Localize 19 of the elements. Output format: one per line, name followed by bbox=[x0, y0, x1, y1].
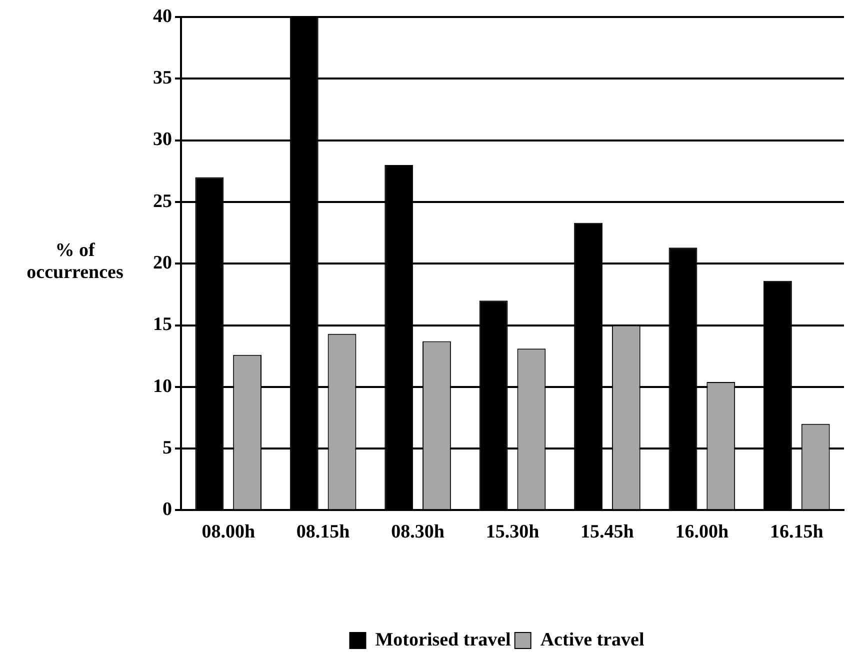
y-tick-label: 20 bbox=[153, 252, 172, 274]
y-tick-label: 25 bbox=[153, 190, 172, 212]
y-tick-label: 40 bbox=[153, 6, 172, 27]
x-tick-label: 15.45h bbox=[580, 522, 634, 543]
y-tick-label: 10 bbox=[153, 376, 172, 397]
y-tick-label: 35 bbox=[153, 68, 172, 89]
y-tick-label: 30 bbox=[153, 129, 172, 150]
x-tick-label: 15.30h bbox=[486, 522, 540, 543]
y-tick-label: 15 bbox=[153, 314, 172, 336]
legend-label: Motorised travel bbox=[375, 629, 511, 650]
x-tick-label: 08.00h bbox=[202, 522, 256, 543]
x-tick-label: 16.15h bbox=[770, 522, 824, 543]
y-axis-title: % of occurrences bbox=[26, 240, 124, 284]
x-tick-label: 16.00h bbox=[675, 522, 730, 543]
x-tick-label: 08.30h bbox=[391, 522, 445, 543]
y-tick-label: 5 bbox=[162, 437, 172, 458]
x-tick-label: 08.15h bbox=[296, 522, 350, 543]
y-tick-label: 0 bbox=[162, 499, 172, 520]
legend-label: Active travel bbox=[540, 629, 644, 650]
